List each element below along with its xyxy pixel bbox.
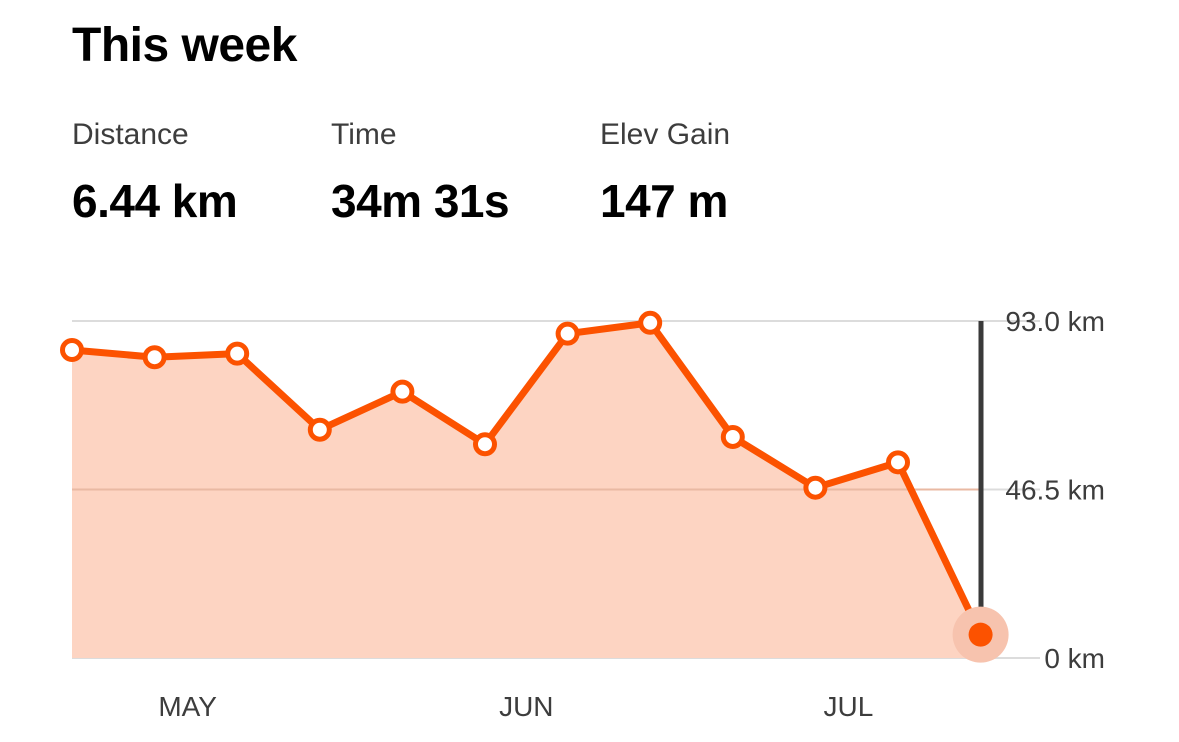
data-point[interactable] [555, 321, 580, 346]
data-point[interactable] [803, 475, 828, 500]
data-point[interactable] [60, 337, 84, 362]
stat-elev-gain: Elev Gain 147 m [600, 118, 730, 228]
data-point[interactable] [225, 341, 250, 366]
data-point[interactable] [638, 310, 663, 335]
data-point[interactable] [142, 345, 167, 370]
stat-elev-gain-label: Elev Gain [600, 118, 731, 151]
stat-time-value: 34m 31s [331, 175, 510, 227]
stat-distance-label: Distance [72, 118, 189, 151]
data-point[interactable] [720, 424, 745, 449]
series-line [68, 319, 985, 639]
y-tick-label: 0 km [1044, 643, 1105, 674]
x-month-label: JUN [499, 691, 553, 722]
stat-time-label: Time [331, 118, 397, 151]
x-month-label: JUL [824, 691, 874, 722]
stat-elev-gain-value: 147 m [600, 175, 728, 227]
stat-distance: Distance 6.44 km [72, 118, 238, 228]
data-point[interactable] [473, 432, 497, 457]
stat-distance-value: 6.44 km [72, 175, 238, 227]
data-point[interactable] [390, 379, 415, 404]
y-tick-label: 46.5 km [1005, 475, 1105, 506]
stat-time: Time 34m 31s [331, 118, 510, 228]
data-point[interactable] [307, 417, 332, 442]
data-point-selected[interactable] [968, 622, 993, 647]
page-title: This week [72, 19, 297, 72]
data-point[interactable] [886, 450, 910, 475]
y-tick-label: 93.0 km [1005, 306, 1105, 337]
x-month-label: MAY [158, 691, 217, 722]
